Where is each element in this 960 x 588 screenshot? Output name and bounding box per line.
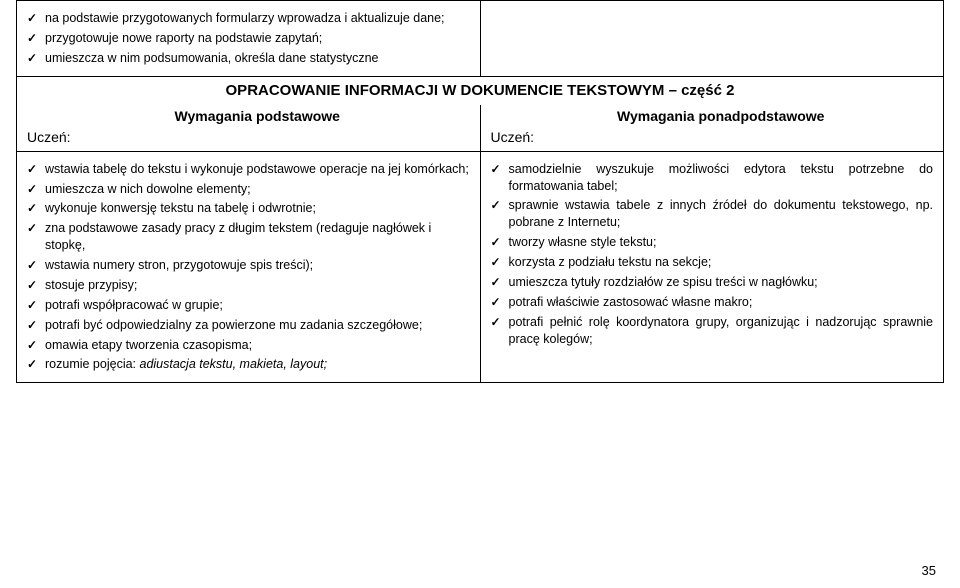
left-subheader-cell: Wymagania podstawowe Uczeń: <box>17 105 481 151</box>
list-item: umieszcza tytuły rozdziałów ze spisu tre… <box>509 274 934 291</box>
list-item: wstawia numery stron, przygotowuje spis … <box>45 257 470 274</box>
curriculum-table: na podstawie przygotowanych formularzy w… <box>16 0 944 383</box>
list-item: przygotowuje nowe raporty na podstawie z… <box>45 30 470 47</box>
list-item: korzysta z podziału tekstu na sekcje; <box>509 254 934 271</box>
left-list: wstawia tabelę do tekstu i wykonuje pods… <box>45 161 470 374</box>
top-left-list: na podstawie przygotowanych formularzy w… <box>45 10 470 67</box>
section-title: OPRACOWANIE INFORMACJI W DOKUMENCIE TEKS… <box>226 82 735 99</box>
list-item: potrafi współpracować w grupie; <box>45 297 470 314</box>
list-item: potrafi właściwie zastosować własne makr… <box>509 294 934 311</box>
list-item: na podstawie przygotowanych formularzy w… <box>45 10 470 27</box>
top-right-cell <box>480 1 944 77</box>
list-item: sprawnie wstawia tabele z innych źródeł … <box>509 197 934 231</box>
list-item: zna podstawowe zasady pracy z długim tek… <box>45 220 470 254</box>
list-item-text: rozumie pojęcia: <box>45 357 140 371</box>
page-number: 35 <box>922 563 936 578</box>
right-subheader-cell: Wymagania ponadpodstawowe Uczeń: <box>480 105 944 151</box>
right-list: samodzielnie wyszukuje możliwości edytor… <box>509 161 934 348</box>
right-subtitle: Wymagania ponadpodstawowe <box>509 107 934 126</box>
list-item: wstawia tabelę do tekstu i wykonuje pods… <box>45 161 470 178</box>
list-item-italic: adiustacja tekstu, makieta, layout; <box>140 357 328 371</box>
right-content-cell: samodzielnie wyszukuje możliwości edytor… <box>480 151 944 383</box>
left-content-cell: wstawia tabelę do tekstu i wykonuje pods… <box>17 151 481 383</box>
list-item: umieszcza w nich dowolne elementy; <box>45 181 470 198</box>
list-item: stosuje przypisy; <box>45 277 470 294</box>
list-item: umieszcza w nim podsumowania, określa da… <box>45 50 470 67</box>
list-item: wykonuje konwersję tekstu na tabelę i od… <box>45 200 470 217</box>
list-item: omawia etapy tworzenia czasopisma; <box>45 337 470 354</box>
left-subtitle: Wymagania podstawowe <box>45 107 470 126</box>
list-item: potrafi być odpowiedzialny za powierzone… <box>45 317 470 334</box>
list-item: potrafi pełnić rolę koordynatora grupy, … <box>509 314 934 348</box>
section-title-cell: OPRACOWANIE INFORMACJI W DOKUMENCIE TEKS… <box>17 76 944 105</box>
list-item: rozumie pojęcia: adiustacja tekstu, maki… <box>45 356 470 373</box>
top-left-cell: na podstawie przygotowanych formularzy w… <box>17 1 481 77</box>
list-item: samodzielnie wyszukuje możliwości edytor… <box>509 161 934 195</box>
uczen-right: Uczeń: <box>491 128 934 147</box>
uczen-left: Uczeń: <box>27 128 470 147</box>
list-item: tworzy własne style tekstu; <box>509 234 934 251</box>
